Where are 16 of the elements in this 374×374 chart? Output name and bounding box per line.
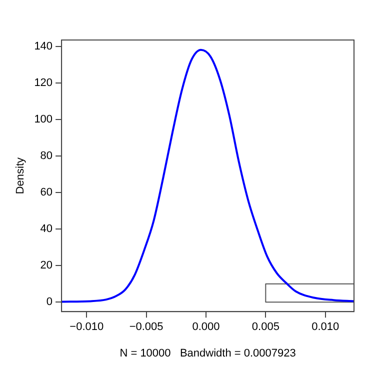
- line-series: [62, 48, 354, 303]
- y-tick-label: 0: [46, 296, 53, 308]
- y-tick-label: 120: [34, 77, 53, 90]
- y-axis-title: Density: [14, 156, 27, 194]
- x-tick-label: 0.000: [192, 321, 220, 334]
- x-tick-label: 0.010: [312, 321, 340, 334]
- x-tick-label: 0.005: [252, 321, 280, 334]
- y-tick-label: 40: [40, 223, 53, 236]
- x-axis-title: N = 10000 Bandwidth = 0.0007923: [120, 347, 296, 360]
- y-tick-label: 80: [40, 150, 53, 162]
- x-tick-label: −0.005: [129, 321, 164, 334]
- y-tick-label: 100: [34, 114, 53, 126]
- y-tick-label: 140: [34, 40, 53, 53]
- x-tick-label: −0.010: [70, 321, 104, 334]
- y-tick-label: 20: [40, 260, 53, 272]
- y-tick-label: 60: [40, 186, 53, 199]
